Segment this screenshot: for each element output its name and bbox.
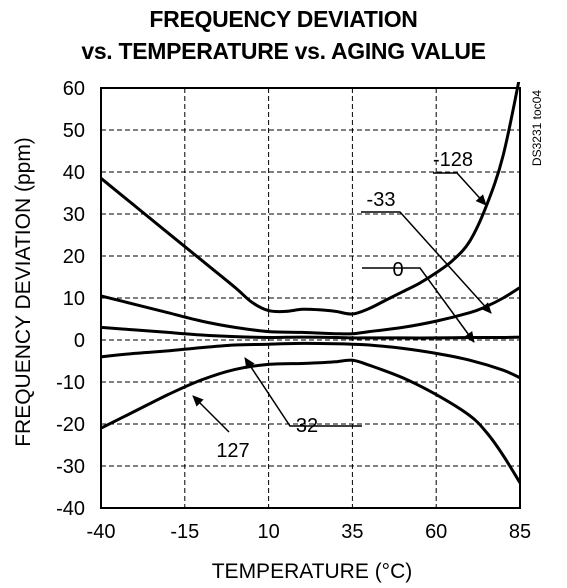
annotation-arrow-32 [244, 357, 362, 427]
x-tick-label: -40 [87, 521, 116, 543]
y-tick-label: 10 [63, 288, 85, 310]
y-tick-label: 20 [63, 246, 85, 268]
series-line--128 [101, 82, 520, 316]
annotation-label--33: -33 [367, 189, 396, 211]
x-tick-label: 60 [425, 521, 447, 543]
annotation-arrow-0 [362, 267, 475, 343]
annotation-label-0: 0 [392, 259, 403, 281]
y-axis-label: FREQUENCY DEVIATION (ppm) [12, 137, 35, 447]
chart-title: FREQUENCY DEVIATION [149, 6, 418, 32]
annotation-label-127: 127 [216, 440, 249, 462]
y-tick-label: -40 [56, 498, 85, 520]
annotation-arrow--128 [433, 172, 487, 206]
plot-frame [100, 87, 521, 509]
chart-subtitle: vs. TEMPERATURE vs. AGING VALUE [81, 38, 486, 64]
annotation-label--128: -128 [433, 149, 473, 171]
plot-border [100, 87, 521, 509]
series-line-127 [101, 358, 520, 484]
y-tick-label: 60 [63, 78, 85, 100]
grid [101, 88, 520, 508]
y-tick-label: 30 [63, 204, 85, 226]
y-tick-label: 40 [63, 162, 85, 184]
annotation-arrow-127 [192, 395, 230, 433]
y-tick-label: -10 [56, 372, 85, 394]
tick-labels: -40 -15 10 35 60 85 -40 -30 -20 -10 0 10 20 30 40 50 60 [56, 78, 531, 543]
series-line-32 [101, 341, 520, 380]
y-tick-label: 0 [74, 330, 85, 352]
series-line-0 [101, 325, 520, 340]
y-tick-label: 50 [63, 120, 85, 142]
x-tick-label: 35 [341, 521, 363, 543]
series-line--33 [101, 286, 520, 336]
y-tick-label: -20 [56, 414, 85, 436]
annotation-arrow--33 [361, 211, 492, 314]
x-tick-label: 10 [257, 521, 279, 543]
x-axis-label: TEMPERATURE (°C) [212, 560, 413, 583]
series-group [101, 82, 520, 484]
y-tick-label: -30 [56, 456, 85, 478]
x-tick-label: 85 [509, 521, 531, 543]
x-tick-label: -15 [170, 521, 199, 543]
watermark: DS3231 toc04 [530, 90, 544, 166]
